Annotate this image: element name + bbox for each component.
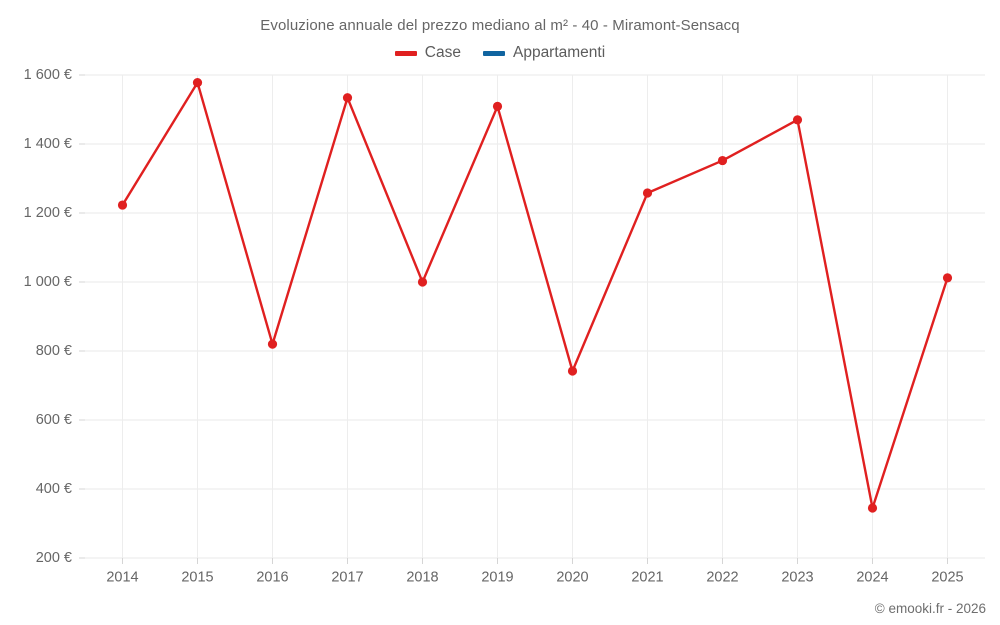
data-point-marker[interactable]	[717, 155, 728, 166]
x-tick-label: 2025	[931, 570, 963, 586]
x-tick-label: 2015	[181, 570, 213, 586]
x-tick-label: 2018	[406, 570, 438, 586]
data-point-marker[interactable]	[867, 503, 878, 513]
x-tick-label: 2023	[781, 570, 813, 586]
x-tick-label: 2014	[106, 570, 138, 586]
x-tick-label: 2017	[331, 570, 363, 586]
footer-credit: © emooki.fr - 2026	[874, 601, 986, 616]
y-tick-label: 1 600 €	[24, 67, 72, 83]
legend-label-appartamenti: Appartamenti	[512, 44, 606, 61]
x-tick-label: 2024	[856, 570, 888, 586]
data-point-marker[interactable]	[117, 200, 128, 210]
legend-swatch-appartamenti	[482, 50, 505, 56]
y-tick-label: 1 400 €	[24, 136, 72, 152]
y-tick-label: 1 000 €	[24, 274, 72, 290]
vertical-gridlines	[122, 75, 948, 564]
legend-item-case[interactable]: Case	[394, 44, 461, 62]
data-point-marker[interactable]	[492, 101, 503, 111]
horizontal-gridlines	[79, 74, 985, 559]
data-point-marker[interactable]	[567, 366, 578, 376]
legend-swatch-case	[394, 50, 417, 56]
x-tick-label: 2016	[256, 570, 288, 586]
data-point-marker[interactable]	[417, 277, 428, 287]
chart-title: Evoluzione annuale del prezzo mediano al…	[260, 17, 740, 34]
data-point-marker[interactable]	[942, 273, 953, 283]
x-tick-label: 2019	[481, 570, 513, 586]
y-tick-label: 400 €	[36, 481, 72, 497]
y-axis-tick-labels: 200 € 400 € 600 € 800 € 1 000 € 1 200 € 1 400 …	[24, 67, 72, 566]
legend-label-case: Case	[424, 44, 461, 61]
legend-item-appartamenti[interactable]: Appartamenti	[482, 44, 606, 62]
x-tick-label: 2021	[631, 570, 663, 586]
data-point-marker[interactable]	[792, 115, 803, 125]
y-tick-label: 1 200 €	[24, 205, 72, 221]
x-tick-label: 2022	[706, 570, 738, 586]
x-axis-tick-labels: 2014 2015 2016 2017 2018 2019 2020 2021 2022 2023…	[106, 570, 963, 586]
data-point-marker[interactable]	[342, 93, 353, 103]
y-tick-label: 200 €	[36, 550, 72, 566]
chart-legend: Case Appartamenti	[0, 44, 1000, 62]
x-tick-label: 2020	[556, 570, 588, 586]
data-point-marker[interactable]	[192, 77, 203, 88]
data-point-marker[interactable]	[642, 188, 653, 198]
data-point-marker[interactable]	[267, 339, 278, 349]
data-series-layer	[117, 77, 953, 513]
y-tick-label: 800 €	[36, 343, 72, 359]
series-line-case	[121, 81, 949, 510]
y-tick-label: 600 €	[36, 412, 72, 428]
